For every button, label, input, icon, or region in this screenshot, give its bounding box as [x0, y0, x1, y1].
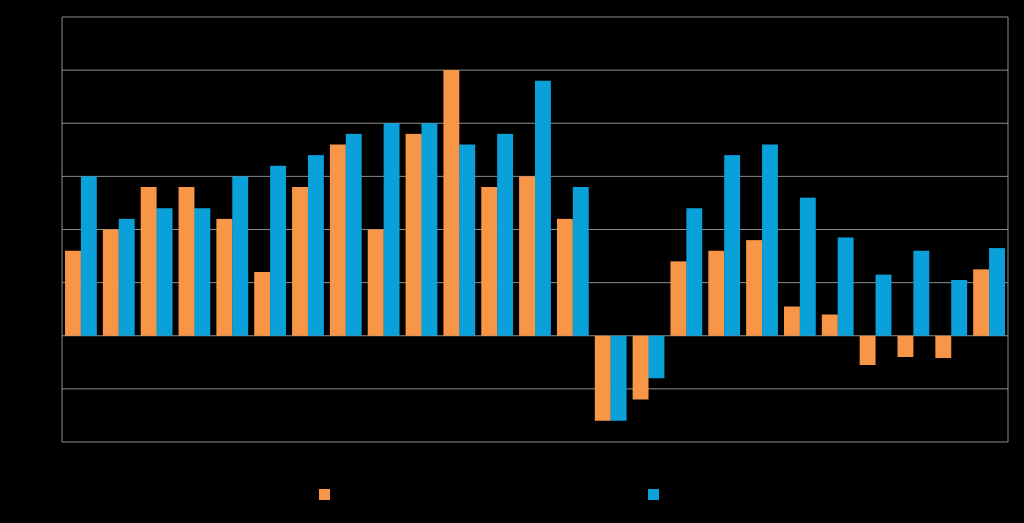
bar: [973, 269, 990, 336]
legend-swatch: [648, 489, 659, 500]
bar: [913, 250, 930, 336]
bar: [859, 335, 876, 365]
y-tick-label: 5: [47, 62, 54, 76]
bar: [65, 250, 81, 336]
bar: [102, 229, 119, 336]
bar: [535, 80, 551, 336]
bar: [178, 187, 195, 336]
bar: [329, 144, 346, 336]
y-tick-label: -2: [43, 434, 54, 448]
bar: [556, 218, 573, 336]
y-tick-label: 6: [47, 9, 54, 23]
y-tick-label: 1: [47, 275, 54, 289]
bar: [762, 144, 778, 336]
bar: [686, 208, 703, 336]
bar: [572, 187, 589, 336]
bar: [459, 144, 476, 336]
bar: [935, 335, 952, 359]
y-tick-label: 4: [47, 115, 54, 129]
bar: [610, 335, 627, 421]
bar: [481, 187, 498, 336]
bar: [443, 70, 460, 336]
bar: [80, 176, 97, 336]
bar: [367, 229, 384, 336]
bar: [421, 123, 438, 336]
bar: [140, 187, 157, 336]
y-tick-label: 2: [47, 222, 54, 236]
y-tick-label: 3: [47, 169, 54, 183]
bar: [648, 335, 665, 379]
bar: [156, 208, 173, 336]
bar: [292, 187, 308, 336]
bar: [405, 133, 422, 336]
bar: [799, 197, 816, 336]
bar: [254, 272, 271, 336]
bar: [594, 335, 611, 421]
bar: [897, 335, 914, 357]
bar: [837, 237, 854, 336]
bar: [989, 248, 1005, 336]
bar: [497, 133, 514, 336]
bar: [783, 306, 800, 336]
bar: [519, 176, 535, 336]
bar: [307, 155, 324, 336]
bar: [216, 218, 233, 336]
y-tick-label: -1: [43, 381, 54, 395]
bar: [724, 155, 741, 336]
bar: [670, 261, 687, 336]
bar: [270, 165, 287, 336]
bar: [383, 123, 400, 336]
bar: [821, 314, 838, 336]
legend-swatch: [319, 489, 330, 500]
bar: [118, 218, 135, 336]
bar: [632, 335, 649, 400]
bar: [194, 208, 211, 336]
bar: [708, 250, 725, 336]
bar: [951, 279, 968, 336]
y-tick-label: 0: [47, 328, 54, 342]
bar: [746, 240, 763, 336]
bar: [345, 133, 362, 336]
bar: [232, 176, 249, 336]
bar: [875, 274, 892, 336]
